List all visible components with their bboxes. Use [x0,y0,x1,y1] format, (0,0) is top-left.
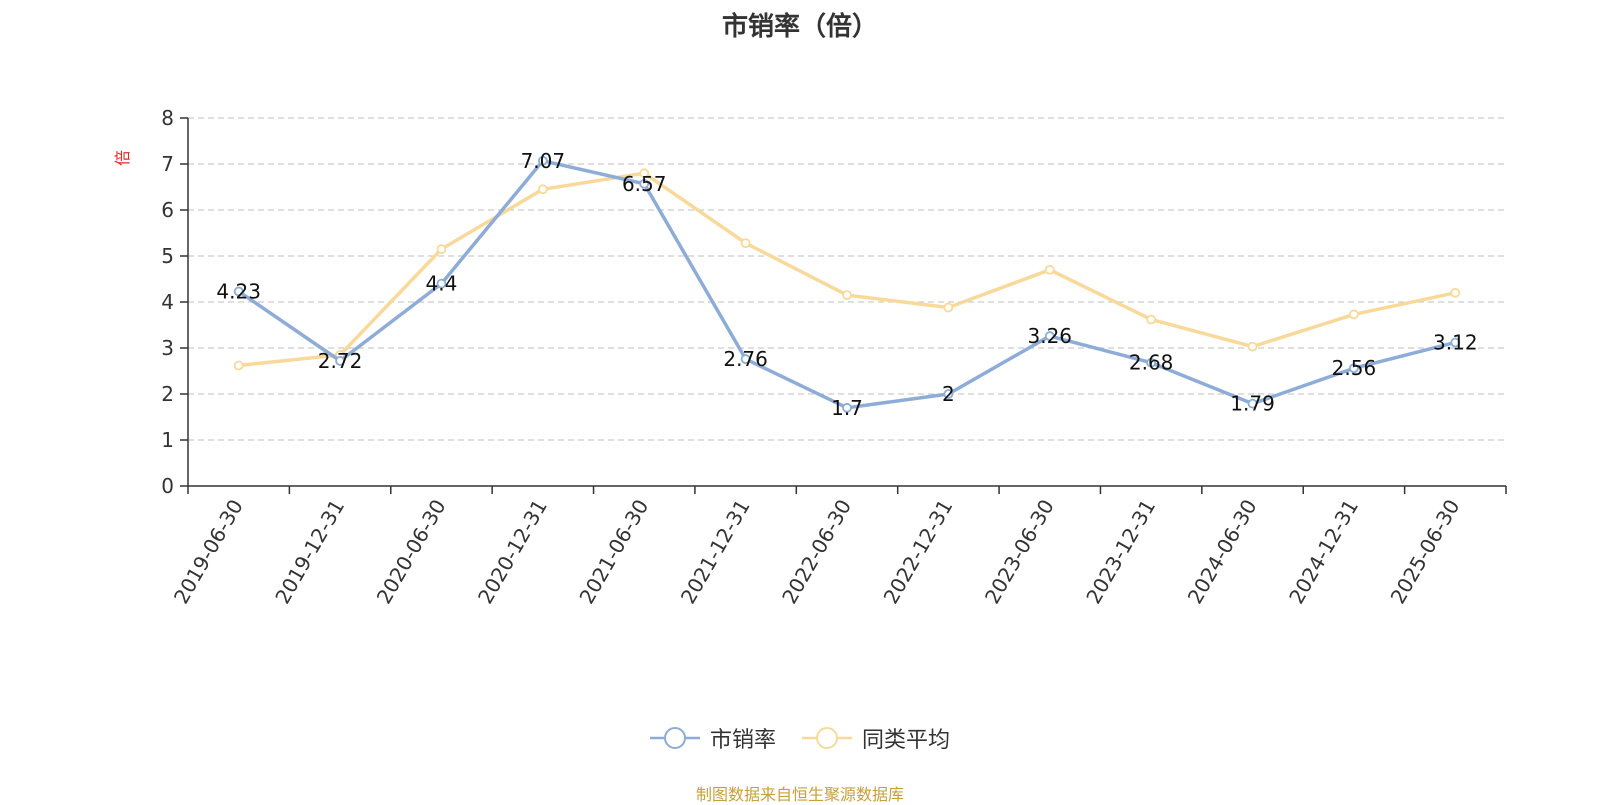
legend: 市销率 同类平均 [0,722,1600,754]
y-tick-label: 6 [161,198,174,222]
series-lines [233,155,1461,413]
data-point [842,290,852,301]
chart-title: 市销率（倍） [721,12,878,42]
y-tick-label: 3 [161,336,174,360]
data-point [436,278,447,289]
x-tick-label: 2019-06-30 [169,495,248,608]
y-tick-label: 8 [161,106,174,130]
data-point [1247,341,1258,352]
data-point [233,286,244,297]
series-line-1 [238,171,1456,368]
data-point [537,155,548,166]
y-tick-label: 4 [161,290,174,314]
data-labels: 4.23 2.72 4.4 7.07 6.57 2.76 1.7 2 3.26 2.68 1.79 2… [216,149,1477,420]
data-point [1349,363,1359,374]
data-label: 2.76 [723,347,768,371]
data-point [1044,264,1055,275]
legend-marker [816,727,838,749]
data-point [1146,314,1157,325]
data-label: 4.23 [216,279,261,303]
legend-swatch [802,727,852,749]
series-line-0 [237,159,1456,410]
data-point [639,168,650,179]
data-point [1146,357,1157,368]
data-label: 2.72 [318,349,363,373]
data-point [1044,331,1055,341]
legend-label: 同类平均 [862,728,951,753]
source-note: 制图数据来自恒生聚源数据库 [695,785,904,804]
data-label: 1.7 [831,396,863,420]
y-tick-label: 7 [161,152,174,176]
data-point [1450,337,1461,348]
legend-swatch [649,727,700,749]
x-tick-label: 2024-06-30 [1183,495,1262,608]
x-tick-label: 2019-12-31 [270,495,349,608]
data-point [1349,309,1359,320]
legend-item[interactable]: 市销率 [649,722,776,754]
data-point [842,402,852,413]
x-tick-label: 2022-12-31 [879,495,958,608]
axes: 0 1 2 3 4 5 6 7 8 2019-06-30 2019-12-31 2020-06-30 2… [161,106,1507,608]
x-tick-label: 2021-12-31 [676,495,755,608]
data-label: 7.07 [521,149,566,173]
x-tick-label: 2024-12-31 [1284,495,1363,608]
data-label: 2.68 [1129,351,1174,375]
y-tick-label: 0 [161,474,174,498]
data-point [639,178,650,189]
data-point [1247,398,1258,409]
data-point [436,244,447,255]
data-point [740,238,751,249]
data-point [740,354,751,364]
x-tick-label: 2023-12-31 [1081,495,1160,608]
y-axis-unit-label: 倍 [113,150,132,166]
legend-label: 市销率 [709,728,776,753]
x-tick-label: 2022-06-30 [777,495,856,608]
data-label: 2 [942,382,955,406]
data-label: 6.57 [622,172,667,196]
data-label: 3.12 [1433,330,1478,354]
data-point [943,302,954,313]
legend-item[interactable]: 同类平均 [802,722,950,754]
legend-marker [663,727,686,749]
grid-lines [188,117,1506,441]
data-label: 3.26 [1028,324,1073,348]
data-label: 2.56 [1332,356,1377,380]
data-point [537,184,548,195]
y-tick-label: 1 [161,428,174,452]
x-tick-label: 2021-06-30 [574,495,653,608]
y-tick-label: 5 [161,244,174,268]
x-tick-label: 2020-06-30 [372,495,451,608]
data-point [943,389,954,399]
data-point [233,360,244,371]
x-tick-label: 2025-06-30 [1385,495,1464,608]
x-tick-label: 2023-06-30 [980,495,1059,608]
data-label: 1.79 [1230,392,1275,416]
data-point [1450,287,1461,298]
data-label: 4.4 [426,272,458,296]
x-tick-label: 2020-12-31 [473,495,552,608]
data-point [335,355,345,366]
y-tick-label: 2 [161,382,174,406]
